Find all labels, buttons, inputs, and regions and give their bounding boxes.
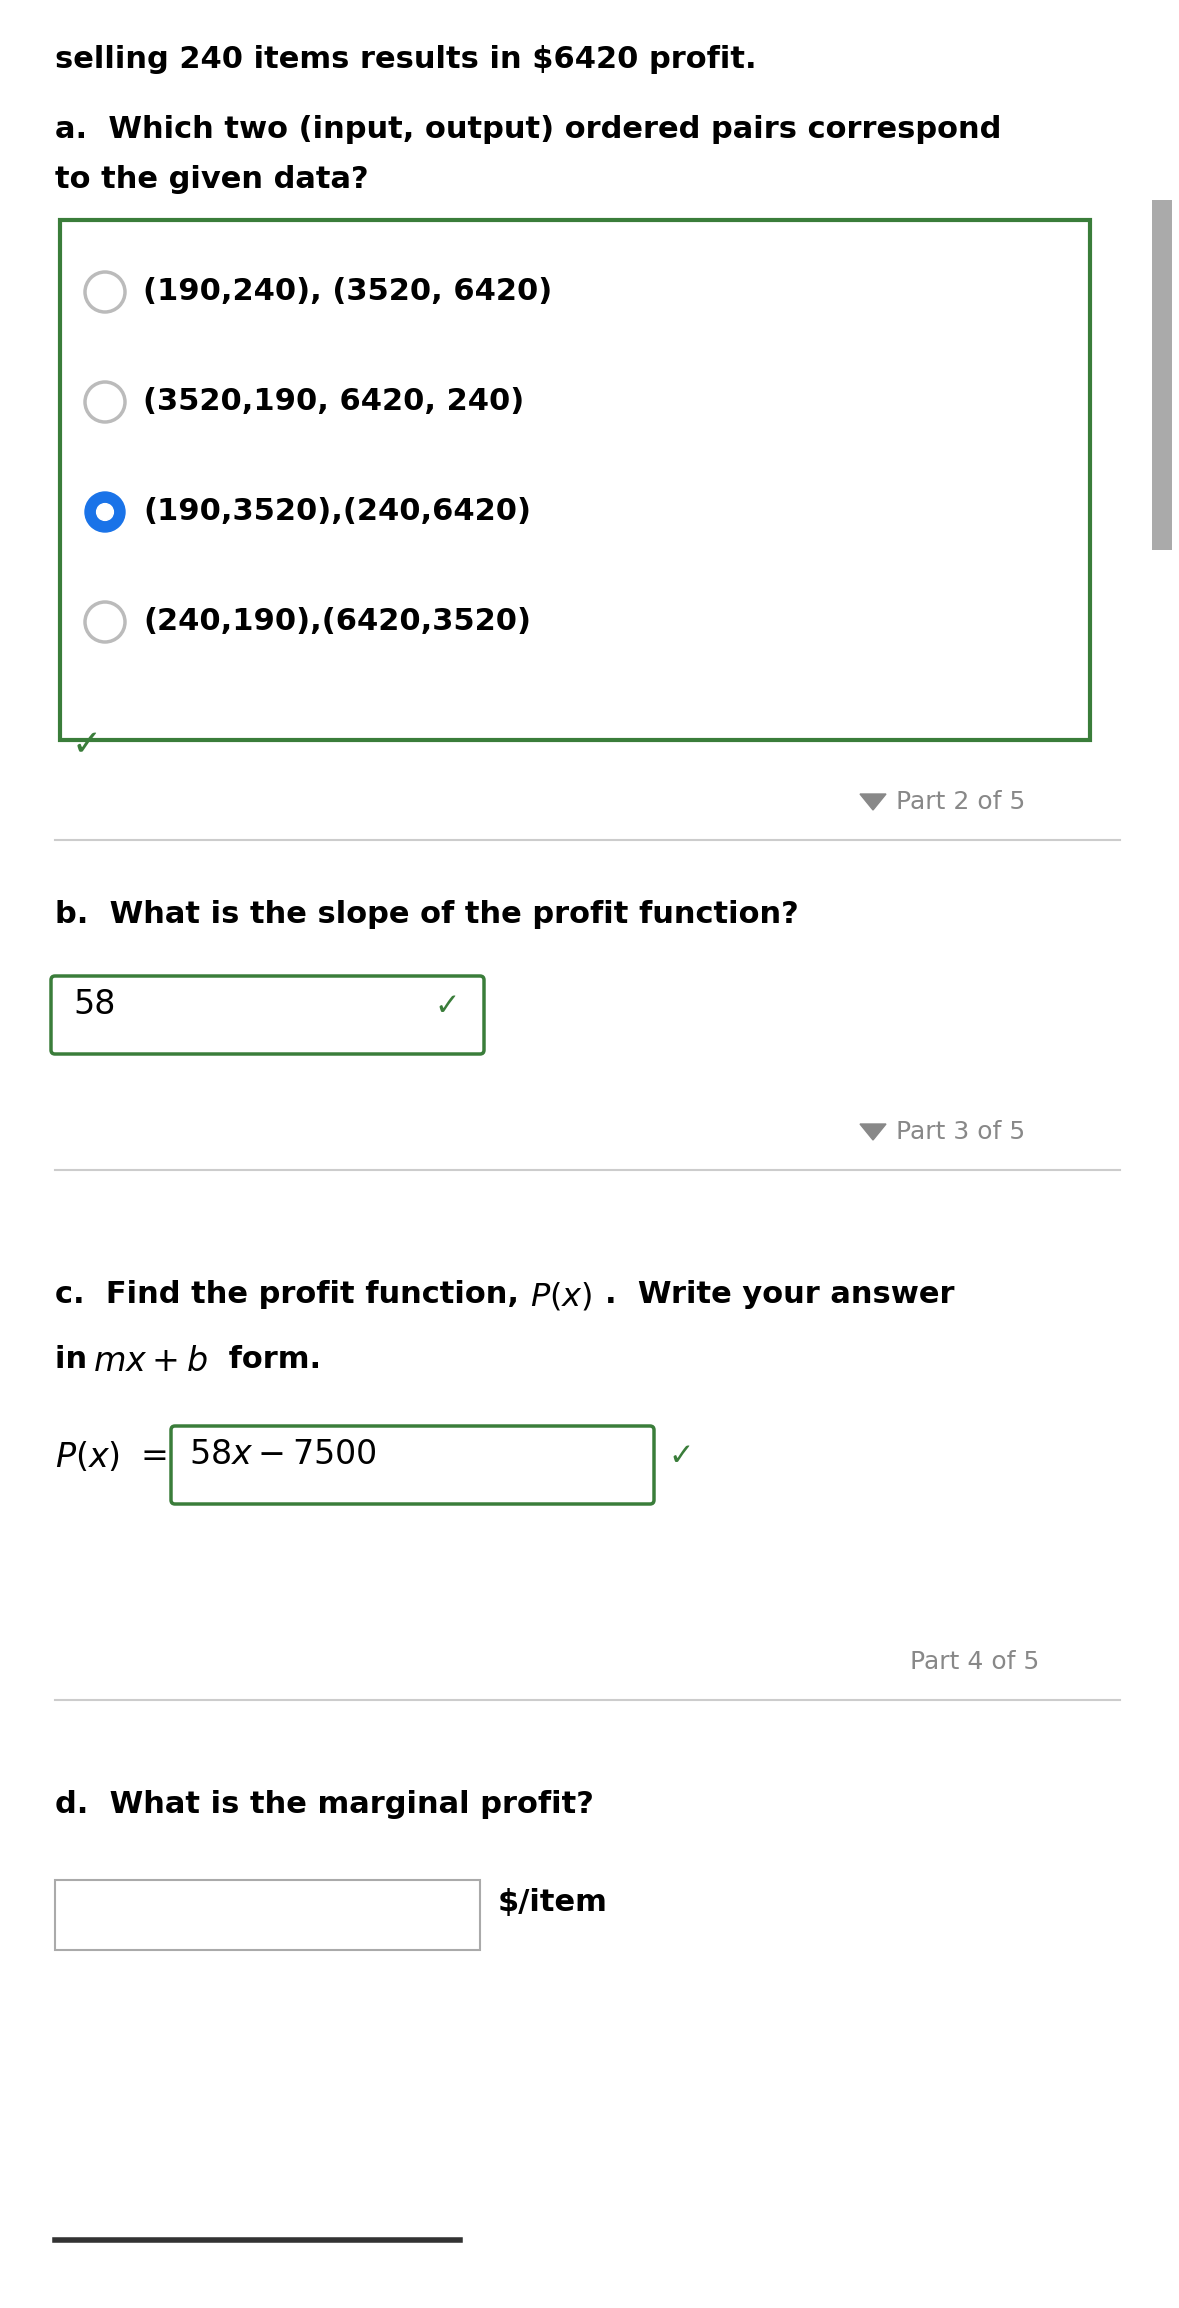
Text: (190,240), (3520, 6420): (190,240), (3520, 6420) xyxy=(143,277,552,307)
FancyBboxPatch shape xyxy=(1152,201,1172,549)
Text: $P(x)$: $P(x)$ xyxy=(531,1281,592,1311)
Text: (240,190),(6420,3520): (240,190),(6420,3520) xyxy=(143,607,531,637)
Text: Part 3 of 5: Part 3 of 5 xyxy=(896,1119,1025,1145)
Text: (3520,190, 6420, 240): (3520,190, 6420, 240) xyxy=(143,388,525,415)
Text: .  Write your answer: . Write your answer xyxy=(605,1281,955,1309)
Circle shape xyxy=(97,503,113,519)
Text: 58: 58 xyxy=(73,988,116,1020)
Text: (190,3520),(240,6420): (190,3520),(240,6420) xyxy=(143,499,531,526)
Text: form.: form. xyxy=(218,1346,321,1373)
FancyBboxPatch shape xyxy=(55,1881,480,1950)
Circle shape xyxy=(85,383,125,422)
Text: $mx + b$: $mx + b$ xyxy=(93,1346,208,1378)
Text: $P(x)$: $P(x)$ xyxy=(55,1440,120,1475)
Text: ✓: ✓ xyxy=(72,727,103,762)
Text: selling 240 items results in $6420 profit.: selling 240 items results in $6420 profi… xyxy=(55,44,757,74)
Polygon shape xyxy=(859,794,885,810)
Text: ✓: ✓ xyxy=(668,1442,693,1470)
Text: a.  Which two (input, output) ordered pairs correspond: a. Which two (input, output) ordered pai… xyxy=(55,115,1001,143)
Text: d.  What is the marginal profit?: d. What is the marginal profit? xyxy=(55,1791,594,1819)
Text: ✓: ✓ xyxy=(435,992,460,1020)
Text: to the given data?: to the given data? xyxy=(55,164,369,194)
FancyBboxPatch shape xyxy=(60,219,1091,741)
Text: in: in xyxy=(55,1346,98,1373)
Circle shape xyxy=(85,492,125,533)
Text: Part 2 of 5: Part 2 of 5 xyxy=(896,789,1026,815)
Text: $/item: $/item xyxy=(498,1888,608,1918)
Text: c.  Find the profit function,: c. Find the profit function, xyxy=(55,1281,529,1309)
Circle shape xyxy=(85,602,125,642)
FancyBboxPatch shape xyxy=(51,976,485,1055)
Text: Part 4 of 5: Part 4 of 5 xyxy=(910,1650,1039,1673)
Circle shape xyxy=(85,272,125,312)
Text: =: = xyxy=(140,1440,167,1473)
Polygon shape xyxy=(859,1124,885,1140)
Text: $58x - 7500$: $58x - 7500$ xyxy=(189,1438,377,1470)
FancyBboxPatch shape xyxy=(171,1426,654,1505)
Text: b.  What is the slope of the profit function?: b. What is the slope of the profit funct… xyxy=(55,900,798,930)
